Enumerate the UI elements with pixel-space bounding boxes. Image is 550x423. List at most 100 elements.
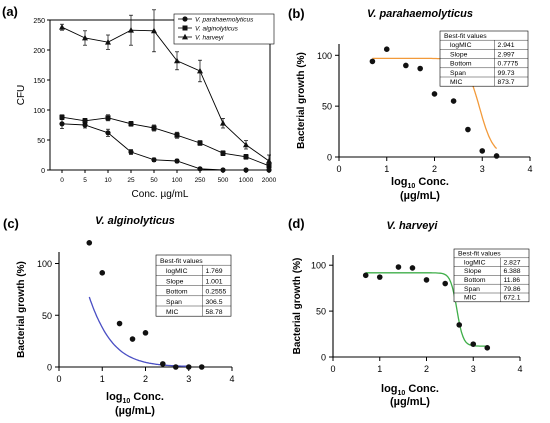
x-tick-label: 2000 [262, 177, 277, 184]
y-tick-label: 50 [42, 311, 52, 321]
legend-marker [182, 33, 188, 40]
data-point [409, 265, 416, 271]
best-fit-table: Best-fit values logMIC 1.769 Slope 1.001 Bott… [155, 254, 232, 317]
data-point [59, 24, 65, 30]
y-tick-label: 200 [33, 48, 45, 55]
data-point [185, 364, 192, 370]
fit-curve [88, 296, 189, 367]
x-tick-label: 1 [100, 374, 105, 384]
data-point [197, 67, 203, 74]
x-tick-label: 0 [56, 374, 61, 384]
table-value: 0.7775 [498, 61, 519, 68]
series-line [61, 116, 270, 167]
y-tick-label: 50 [322, 102, 332, 112]
y-tick-label: 0 [327, 153, 332, 163]
table-value: 1.001 [206, 278, 223, 285]
x-tick-label: 3 [186, 374, 191, 384]
data-point [243, 141, 249, 148]
x-axis-label-sub: 10 [123, 398, 131, 405]
x-axis-unit: (µg/mL) [390, 396, 430, 408]
table-value: 6.388 [504, 268, 521, 275]
data-point [431, 91, 438, 97]
data-point [266, 157, 272, 164]
legend-entry: V. harveyi [195, 35, 224, 42]
fit-curve [365, 272, 488, 347]
y-tick-label: 100 [317, 51, 332, 61]
table-value: 2.827 [504, 259, 521, 266]
x-axis-label-rest: Conc. [130, 391, 164, 403]
data-point [160, 361, 166, 367]
table-value: 1.769 [206, 268, 223, 275]
legend-entry: V. parahaemolyticus [195, 17, 254, 24]
y-tick-label: 0 [321, 353, 326, 363]
data-point [197, 166, 203, 172]
data-point [172, 364, 179, 370]
data-point [403, 62, 409, 69]
x-tick-label: 1000 [239, 177, 254, 184]
data-point [86, 240, 93, 246]
table-label: Slope [166, 278, 184, 285]
table-header: Best-fit values [160, 258, 203, 265]
x-tick-label: 3 [471, 364, 476, 374]
x-tick-label: 0 [330, 364, 335, 374]
legend-marker [182, 25, 188, 31]
data-point [105, 39, 111, 45]
x-tick-label: 250 [195, 177, 206, 184]
data-point [174, 158, 180, 164]
panel-c: (c) V. alginolyticus 0 50 100 0 1 2 3 4 Bacterial … [3, 215, 235, 417]
x-tick-label: 10 [104, 177, 112, 184]
plot-frame [49, 19, 271, 171]
data-point [442, 280, 449, 287]
table-value: 79.86 [504, 286, 521, 293]
data-point [376, 274, 383, 280]
series-triangle [59, 9, 272, 168]
data-point [395, 264, 402, 270]
table-value: 873.7 [498, 79, 515, 86]
panel-label: (d) [288, 216, 305, 231]
y-axis-label: Bacterial growth (%) [16, 261, 27, 358]
data-point [151, 125, 157, 131]
panel-label: (b) [288, 6, 305, 21]
data-point [128, 121, 134, 127]
x-tick-label: 500 [218, 177, 229, 184]
x-tick-label: 1 [384, 164, 389, 174]
data-point [151, 27, 157, 34]
x-axis-label-sub: 10 [408, 183, 416, 190]
data-point [479, 148, 486, 154]
table-label: Bottom [450, 61, 472, 68]
y-tick-label: 50 [37, 138, 45, 145]
data-point [174, 57, 180, 64]
table-label: logMIC [450, 42, 472, 49]
x-tick-label: 0 [60, 177, 64, 184]
table-value: 306.5 [206, 299, 223, 306]
table-value: 2.997 [498, 51, 515, 58]
data-point [174, 132, 180, 138]
y-tick-label: 250 [33, 18, 45, 25]
x-axis-label-log: log [106, 391, 123, 403]
data-point [59, 121, 65, 127]
x-tick-label: 25 [127, 177, 135, 184]
table-value: 58.78 [206, 309, 223, 316]
data-point [484, 345, 491, 351]
data-point [105, 130, 111, 136]
table-header: Best-fit values [444, 33, 487, 40]
x-tick-label: 2 [432, 164, 437, 174]
y-tick-label: 100 [37, 259, 52, 269]
table-header: Best-fit values [458, 251, 501, 258]
data-point [243, 167, 249, 173]
data-point [266, 167, 272, 173]
panel-d: (d) V. harveyi 0 50 100 0 1 2 3 4 Bacterial growth… [288, 216, 530, 408]
data-point [450, 98, 457, 104]
x-tick-label: 2 [424, 364, 429, 374]
data-point [220, 150, 226, 156]
data-point [493, 153, 500, 159]
table-value: 0.2555 [206, 289, 227, 296]
x-tick-label: 2 [143, 374, 148, 384]
x-tick-label: 3 [480, 164, 485, 174]
table-label: Bottom [464, 277, 486, 284]
y-axis-label: Bacterial growth (%) [296, 52, 307, 149]
x-tick-label: 5 [83, 177, 87, 184]
data-point [142, 330, 149, 336]
y-axis-label: CFU [16, 85, 27, 106]
